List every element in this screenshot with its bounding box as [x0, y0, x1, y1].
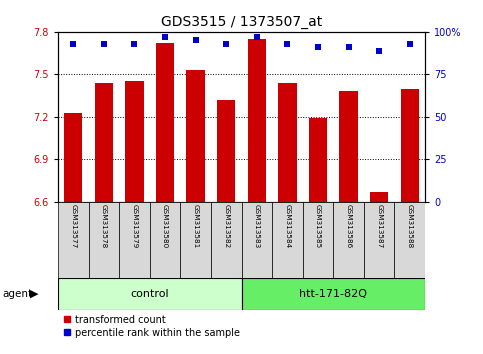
- Text: ▶: ▶: [30, 289, 39, 299]
- Point: [284, 41, 291, 47]
- Point: [345, 44, 353, 50]
- Bar: [278, 83, 297, 202]
- Bar: [180, 202, 211, 278]
- Bar: [64, 113, 83, 202]
- Text: GSM313585: GSM313585: [315, 204, 321, 248]
- Text: GSM313587: GSM313587: [376, 204, 382, 248]
- Text: GSM313582: GSM313582: [223, 204, 229, 248]
- Text: htt-171-82Q: htt-171-82Q: [299, 289, 367, 299]
- Text: GSM313577: GSM313577: [70, 204, 76, 248]
- Text: GSM313581: GSM313581: [193, 204, 199, 248]
- Bar: [364, 202, 395, 278]
- Bar: [58, 278, 242, 310]
- Bar: [88, 202, 119, 278]
- Bar: [156, 43, 174, 202]
- Bar: [340, 91, 358, 202]
- Bar: [303, 202, 333, 278]
- Point: [253, 34, 261, 40]
- Text: control: control: [130, 289, 169, 299]
- Bar: [242, 202, 272, 278]
- Text: GSM313578: GSM313578: [101, 204, 107, 248]
- Point: [130, 41, 138, 47]
- Bar: [395, 202, 425, 278]
- Bar: [217, 100, 235, 202]
- Text: GSM313580: GSM313580: [162, 204, 168, 248]
- Bar: [309, 118, 327, 202]
- Text: GSM313588: GSM313588: [407, 204, 413, 248]
- Text: agent: agent: [2, 289, 32, 299]
- Point: [314, 44, 322, 50]
- Legend: transformed count, percentile rank within the sample: transformed count, percentile rank withi…: [63, 315, 241, 337]
- Text: GSM313583: GSM313583: [254, 204, 260, 248]
- Point: [375, 48, 383, 53]
- Bar: [95, 83, 113, 202]
- Text: GSM313586: GSM313586: [345, 204, 352, 248]
- Point: [161, 34, 169, 40]
- Bar: [272, 202, 303, 278]
- Text: GSM313579: GSM313579: [131, 204, 138, 248]
- Point: [70, 41, 77, 47]
- Title: GDS3515 / 1373507_at: GDS3515 / 1373507_at: [161, 16, 322, 29]
- Bar: [150, 202, 180, 278]
- Bar: [211, 202, 242, 278]
- Point: [406, 41, 413, 47]
- Bar: [186, 70, 205, 202]
- Point: [222, 41, 230, 47]
- Bar: [58, 202, 88, 278]
- Text: GSM313584: GSM313584: [284, 204, 290, 248]
- Bar: [333, 202, 364, 278]
- Bar: [242, 278, 425, 310]
- Bar: [119, 202, 150, 278]
- Point: [100, 41, 108, 47]
- Point: [192, 38, 199, 43]
- Bar: [248, 39, 266, 202]
- Bar: [370, 192, 388, 202]
- Bar: [125, 81, 143, 202]
- Bar: [400, 88, 419, 202]
